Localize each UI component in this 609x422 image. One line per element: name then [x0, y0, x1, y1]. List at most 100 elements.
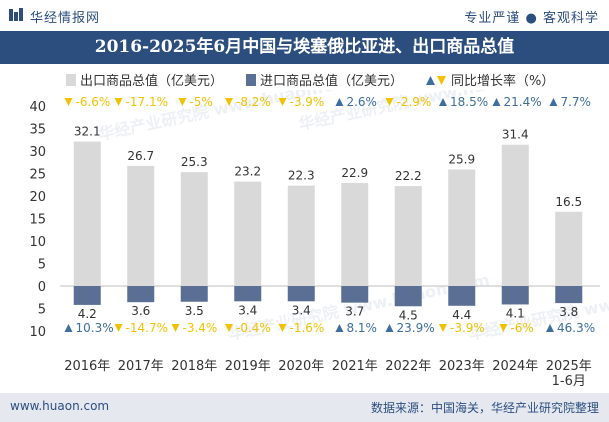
- growth-label: 7.7%: [549, 95, 591, 109]
- growth-value: -6.6%: [76, 95, 111, 109]
- growth-value: -6%: [510, 321, 533, 335]
- import-value-label: 3.8: [559, 305, 578, 319]
- import-value-label: 4.2: [78, 307, 97, 321]
- growth-value: 2.6%: [346, 95, 377, 109]
- brand-name: 华经情报网: [30, 11, 101, 26]
- x-category-label: 2021年: [332, 359, 378, 374]
- x-category-label: 2025年 1-6月: [546, 359, 592, 389]
- growth-label: -14.7%: [114, 321, 168, 335]
- down-triangle-icon: [499, 324, 508, 332]
- export-value-label: 22.3: [288, 169, 315, 183]
- export-bar: [234, 181, 262, 286]
- y-tick-label: 20: [29, 190, 46, 205]
- growth-label: -17.1%: [114, 95, 168, 109]
- up-triangle-icon: [549, 98, 558, 106]
- growth-label: -5%: [178, 95, 213, 109]
- growth-value: 18.5%: [450, 95, 488, 109]
- import-bar: [73, 286, 101, 305]
- down-triangle-icon: [225, 324, 233, 332]
- chart-title: 2016-2025年6月中国与埃塞俄比亚进、出口商品总值: [94, 37, 515, 57]
- growth-label: -3.4%: [171, 321, 218, 335]
- export-bar: [127, 165, 155, 286]
- growth-value: -8.2%: [236, 95, 271, 109]
- export-value-label: 22.2: [395, 169, 422, 183]
- x-category-label: 2019年: [225, 359, 271, 374]
- up-triangle-icon: [385, 324, 394, 332]
- growth-label: 8.1%: [335, 321, 377, 335]
- legend-growth-label: 同比增长率（%）: [451, 74, 555, 89]
- up-triangle-icon: [64, 324, 73, 332]
- growth-label: -6.6%: [64, 95, 111, 109]
- growth-value: -3.9%: [290, 95, 325, 109]
- growth-value: -14.7%: [126, 321, 168, 335]
- export-value-label: 25.9: [448, 152, 475, 166]
- growth-label: -8.2%: [225, 95, 271, 109]
- down-triangle-icon: [114, 98, 123, 106]
- growth-label: 21.4%: [492, 95, 542, 109]
- y-tick-label: 30: [29, 145, 46, 160]
- x-category-label: 2023年: [439, 359, 485, 374]
- up-triangle-icon: [335, 324, 344, 332]
- growth-value: -5%: [189, 95, 212, 109]
- down-triangle-icon: [64, 98, 73, 106]
- growth-value: -3.4%: [183, 321, 218, 335]
- growth-label: 2.6%: [335, 95, 377, 109]
- growth-label: 23.9%: [385, 321, 435, 335]
- down-triangle-icon: [278, 324, 287, 332]
- legend-export: 出口商品总值（亿美元）: [66, 70, 223, 89]
- growth-value: 7.7%: [560, 95, 591, 109]
- import-value-label: 4.4: [452, 308, 471, 322]
- import-bar: [448, 286, 476, 306]
- growth-value: 21.4%: [504, 95, 542, 109]
- y-tick-label: 40: [29, 100, 46, 115]
- import-bar: [180, 286, 208, 302]
- y-tick-label: 5: [38, 258, 46, 273]
- footer-bar: [0, 393, 609, 422]
- export-value-label: 23.2: [234, 165, 261, 179]
- title-bar: [0, 31, 609, 64]
- import-value-label: 3.6: [131, 304, 150, 318]
- export-value-label: 31.4: [502, 128, 529, 142]
- export-value-label: 32.1: [74, 125, 101, 139]
- import-value-label: 3.7: [345, 305, 364, 319]
- y-tick-label: 25: [29, 168, 46, 183]
- growth-label: -3.9%: [278, 95, 325, 109]
- x-category-label: 2020年: [278, 359, 324, 374]
- growth-label: -6%: [499, 321, 534, 335]
- down-triangle-icon: [385, 98, 394, 106]
- import-bar: [127, 286, 155, 303]
- y-tick-label: 35: [29, 123, 46, 138]
- y-tick-label: 15: [29, 213, 46, 228]
- x-category-label: 2017年: [118, 359, 164, 374]
- down-triangle-icon: [439, 324, 447, 332]
- import-value-label: 3.4: [292, 303, 311, 317]
- growth-value: -17.1%: [126, 95, 168, 109]
- export-value-label: 26.7: [127, 149, 154, 163]
- y-tick-label: 10: [29, 325, 46, 340]
- footer-source: 数据来源：中国海关，华经产业研究院整理: [370, 401, 599, 415]
- x-category-label: 2024年: [492, 359, 538, 374]
- down-triangle-icon: [114, 324, 123, 332]
- up-triangle-icon: [546, 324, 554, 332]
- import-bar: [234, 286, 262, 302]
- growth-value: 8.1%: [346, 321, 377, 335]
- top-bar: 华经情报网 专业严谨 ● 客观科学: [0, 0, 609, 30]
- growth-value: -2.9%: [397, 95, 432, 109]
- x-category-label: 2022年: [385, 359, 431, 374]
- down-triangle-icon: [178, 98, 187, 106]
- chart-legend: 出口商品总值（亿美元） 进口商品总值（亿美元） 同比增长率（%）: [0, 70, 609, 89]
- import-bar: [501, 286, 529, 305]
- legend-growth: 同比增长率（%）: [425, 70, 554, 89]
- export-value-label: 16.5: [555, 195, 582, 209]
- down-triangle-icon: [278, 98, 287, 106]
- export-value-label: 22.9: [341, 166, 368, 180]
- legend-export-swatch: [66, 73, 76, 86]
- data-labels: 32.1 4.2 -6.6% 10.3% 26.7 3.6 -17.1% -14.7% 25.3…: [64, 95, 595, 335]
- up-down-triangle-icon: [426, 75, 446, 85]
- export-bar: [501, 144, 529, 286]
- growth-value: 10.3%: [76, 321, 114, 335]
- export-bar: [73, 141, 101, 286]
- growth-value: -3.9%: [450, 321, 485, 335]
- x-category-label: 2018年: [171, 359, 217, 374]
